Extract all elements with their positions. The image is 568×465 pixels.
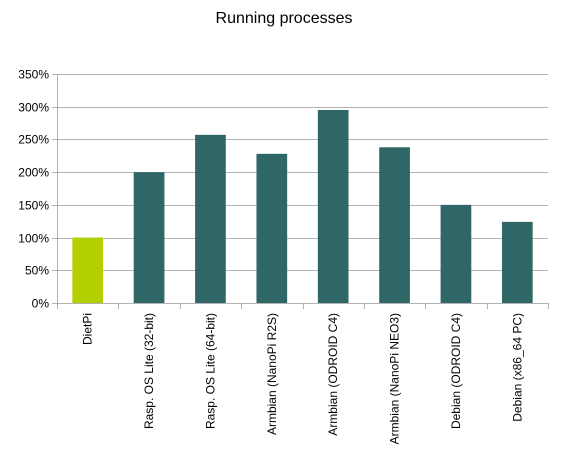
x-tick-label: Debian (x86_64 PC) (510, 313, 524, 422)
x-tick-label: DietPi (81, 313, 95, 345)
bar (379, 147, 410, 303)
bar (501, 221, 533, 303)
y-tick-label: 250% (18, 133, 49, 147)
axes (52, 74, 549, 309)
bar (72, 237, 104, 303)
y-tick-label: 150% (18, 199, 49, 213)
bar (133, 172, 165, 303)
y-tick-label: 300% (18, 101, 49, 115)
chart-title: Running processes (215, 10, 353, 27)
x-tick-label: Debian (ODROID C4) (449, 313, 463, 429)
grid-lines (57, 74, 548, 271)
y-tick-label: 100% (18, 232, 49, 246)
y-tick-label: 350% (18, 68, 49, 82)
y-tick-label: 200% (18, 166, 49, 180)
bar (317, 109, 349, 303)
y-tick-label: 0% (32, 297, 50, 311)
x-tick-label: Armbian (ODROID C4) (326, 313, 340, 436)
y-tick-labels: 0% 50% 100% 150% 200% 250% 300% 350% (18, 68, 49, 311)
x-tick-label: Armbian (NanoPi NEO3) (388, 313, 402, 444)
x-tick-label: Armbian (NanoPi R2S) (265, 313, 279, 435)
x-tick-labels: DietPi Rasp. OS Lite (32-bit) Rasp. OS Lit… (81, 313, 525, 444)
bar (256, 153, 288, 303)
bar (440, 204, 472, 303)
bar (195, 134, 226, 303)
bars (72, 109, 533, 303)
x-tick-label: Rasp. OS Lite (32-bit) (142, 313, 156, 429)
y-tick-label: 50% (25, 264, 49, 278)
x-tick-label: Rasp. OS Lite (64-bit) (203, 313, 217, 429)
